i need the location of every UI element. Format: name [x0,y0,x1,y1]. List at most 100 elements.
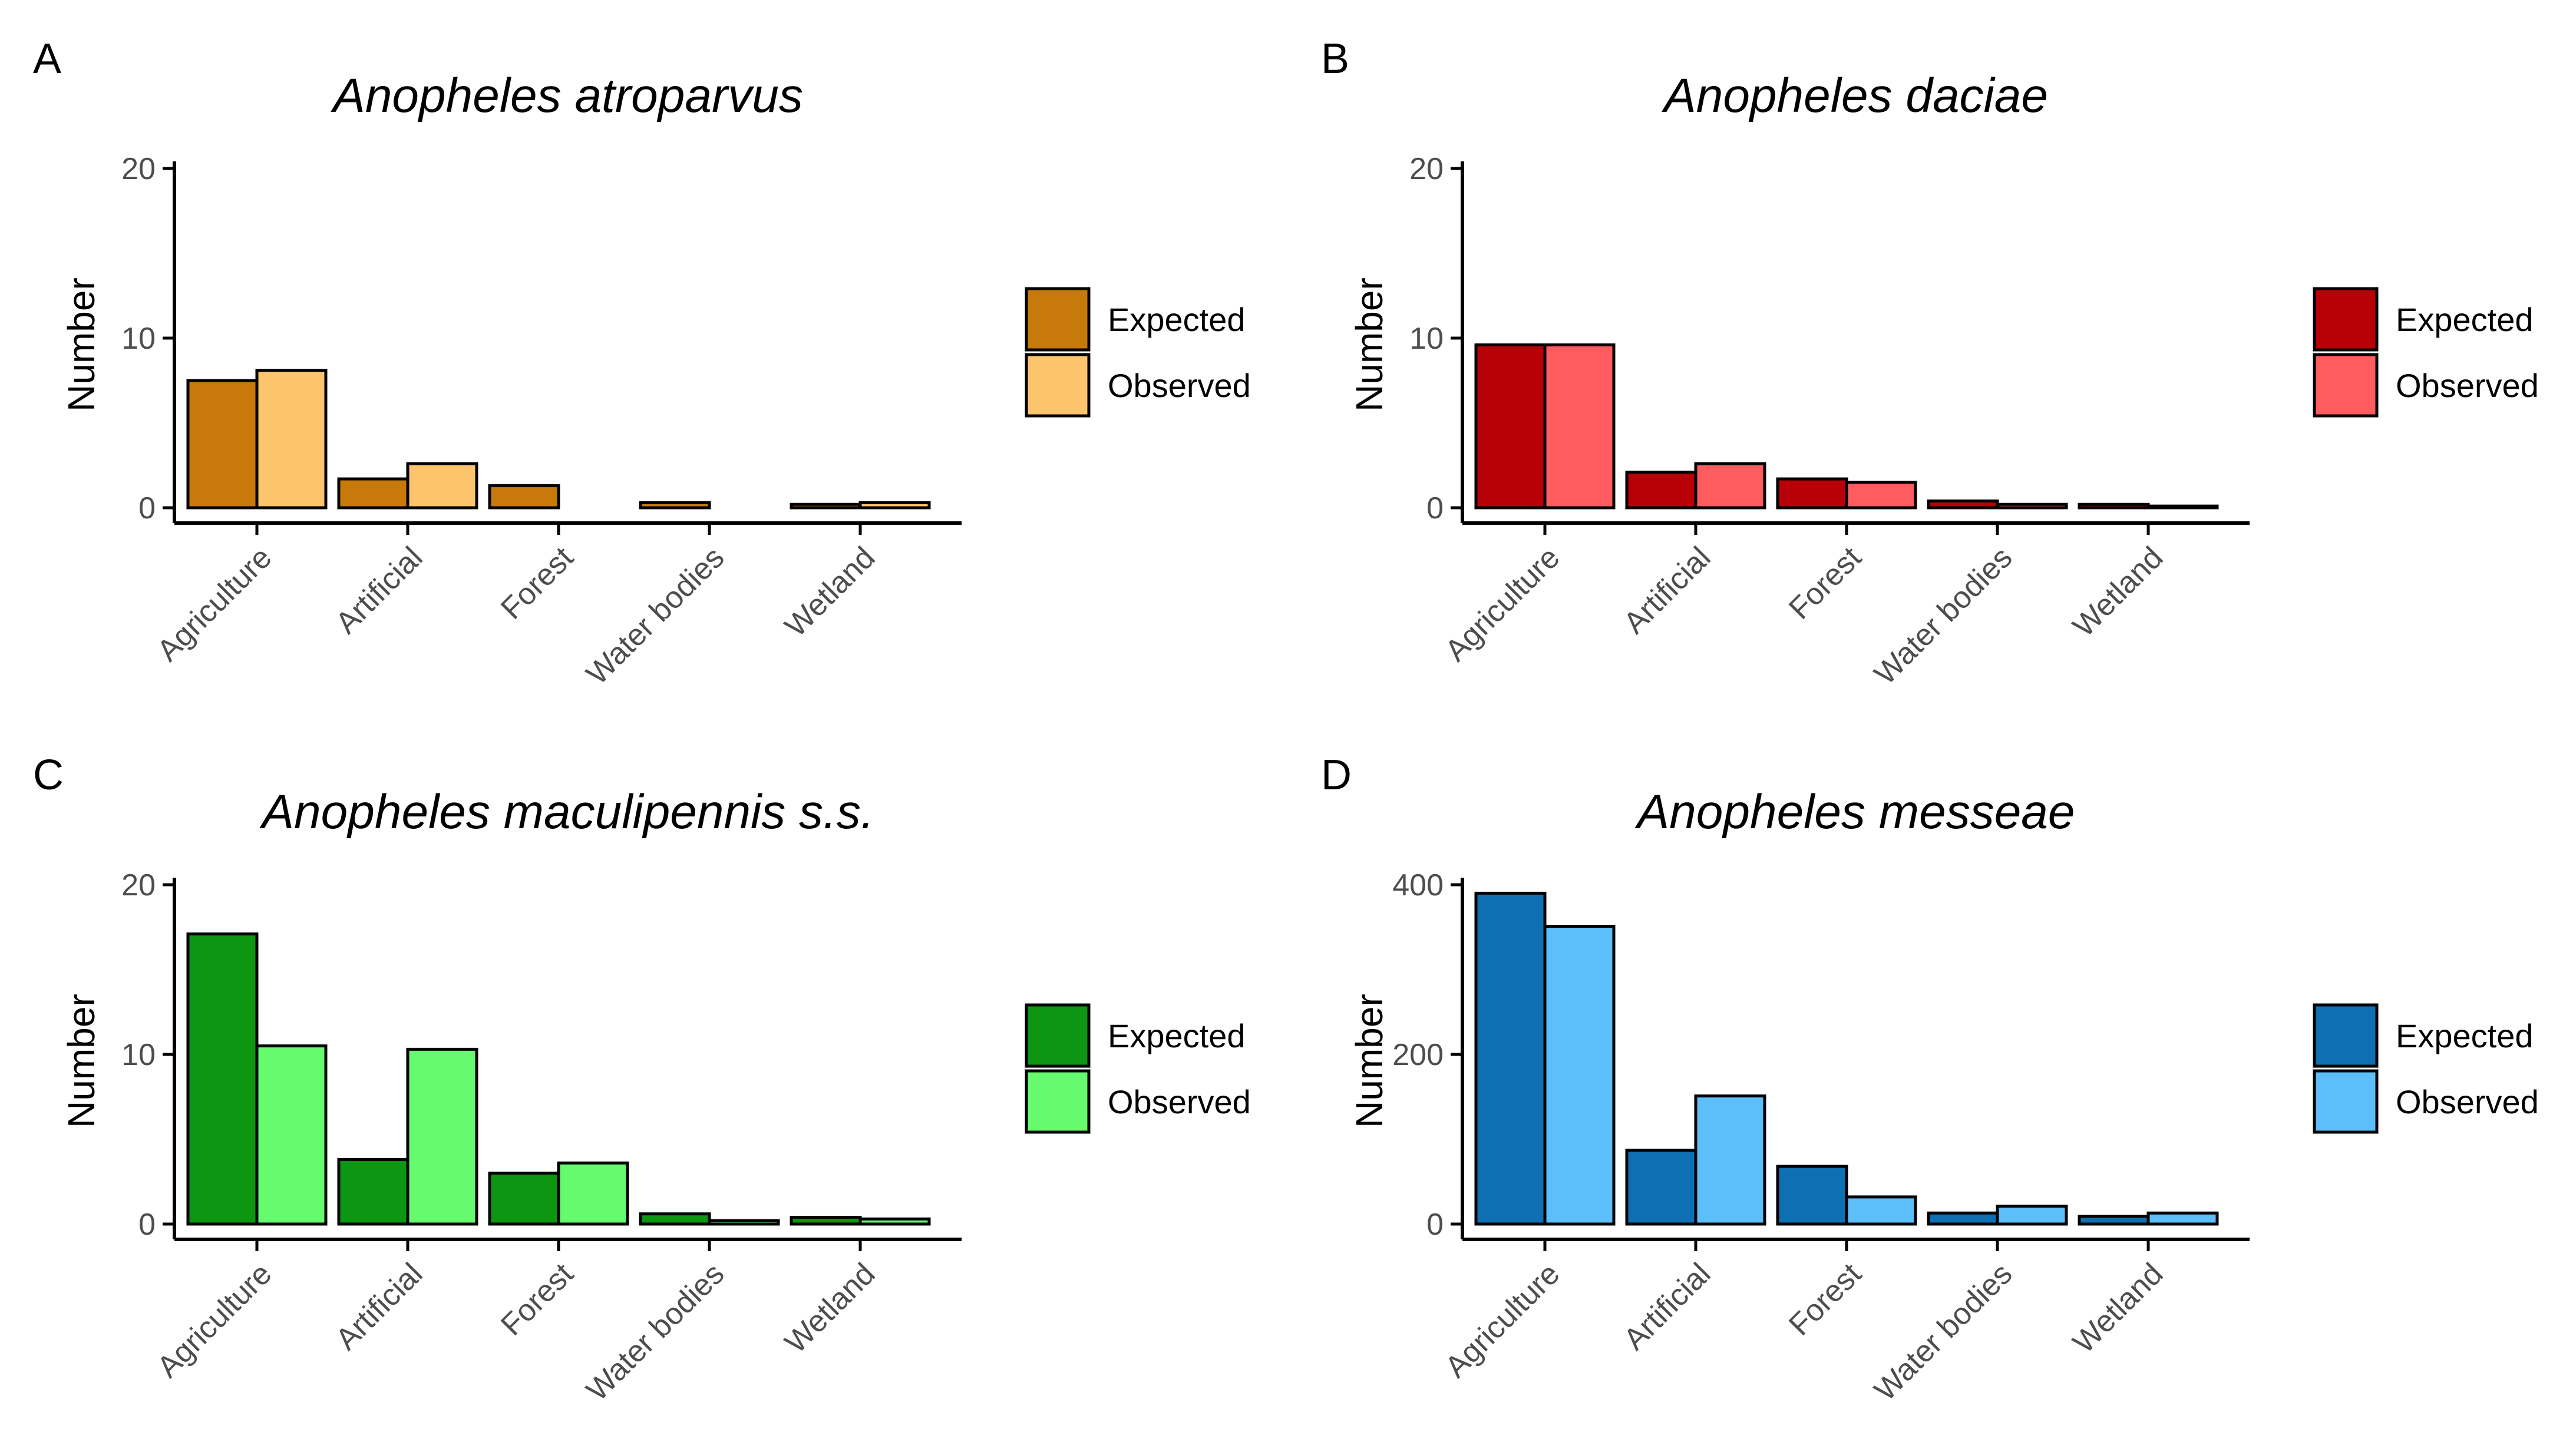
bar-expected-artificial [1625,471,1697,510]
x-tick-label: Forest [1782,540,1868,626]
bar-observed-wetland [858,501,931,510]
x-tick-label: Artificial [1617,1256,1718,1357]
bar-observed-agriculture [1543,343,1616,510]
panel-tag: B [1321,35,1349,82]
bar-expected-agriculture [1474,891,1547,1226]
bar-expected-agriculture [1474,343,1547,510]
chart-title: Anopheles atroparvus [330,69,803,123]
legend-label-expected: Expected [1108,1017,1246,1054]
bar-observed-artificial [406,462,478,510]
x-tick-label: Wetland [778,1256,881,1360]
bar-observed-agriculture [255,369,328,510]
legend-label-expected: Expected [1108,301,1246,338]
y-tick-label: 10 [121,322,156,356]
bar-observed-agriculture [255,1044,328,1226]
bar-expected-agriculture [186,379,259,510]
y-tick-label: 20 [121,152,156,186]
bar-expected-water-bodies [639,501,711,510]
x-tick-label: Water bodies [580,1256,731,1407]
chart-title: Anopheles maculipennis s.s. [259,785,874,839]
x-tick-label: Wetland [2066,1256,2169,1360]
legend-swatch-expected [2313,287,2379,352]
y-tick-label: 20 [1409,152,1444,186]
legend-label-observed: Observed [2396,1083,2539,1120]
bar-expected-artificial [337,1158,409,1226]
legend-swatch-expected [1025,287,1091,352]
x-tick-label: Water bodies [580,540,731,691]
legend-swatch-observed [1025,1069,1091,1134]
panel-c: C Anopheles maculipennis s.s. Number 0 10 20 A… [33,752,1251,1408]
x-tick-label: Agriculture [151,1256,279,1384]
bar-expected-wetland [790,1215,862,1226]
legend-label-expected: Expected [2396,301,2534,338]
x-tick-label: Wetland [2066,540,2169,643]
chart-title: Anopheles messeae [1634,785,2075,839]
bar-expected-artificial [1625,1149,1697,1226]
y-tick-label: 0 [1426,1208,1444,1242]
panel-tag: D [1321,752,1352,799]
bar-observed-forest [1845,481,1917,510]
legend-swatch-observed [2313,1069,2379,1134]
y-tick-label: 20 [121,868,156,902]
x-tick-label: Agriculture [1439,1256,1567,1384]
bar-observed-wetland [2146,1211,2219,1226]
y-axis-label: Number [1348,994,1391,1128]
panel-a: A Anopheles atroparvus Number 0 10 20 Agricult… [33,35,1251,692]
panel-d: D Anopheles messeae Number 0 200 400 Agricultu… [1321,752,2539,1408]
x-tick-label: Wetland [778,540,881,643]
x-tick-label: Forest [494,540,580,626]
x-tick-label: Forest [494,1256,580,1342]
bar-expected-agriculture [186,932,259,1226]
bar-observed-water-bodies [1996,502,2068,510]
bar-expected-water-bodies [639,1212,711,1226]
bar-observed-wetland [2146,504,2219,510]
bar-observed-artificial [406,1047,478,1226]
y-tick-label: 0 [138,491,156,525]
y-tick-label: 0 [138,1208,156,1242]
x-tick-label: Water bodies [1868,540,2019,691]
bar-expected-water-bodies [1927,1211,1999,1226]
bar-expected-artificial [337,477,409,510]
bar-observed-water-bodies [1996,1205,2068,1226]
x-tick-label: Water bodies [1868,1256,2019,1407]
bar-expected-wetland [2078,1215,2150,1226]
y-tick-label: 200 [1392,1038,1444,1072]
legend-label-observed: Observed [1108,367,1251,404]
bar-observed-wetland [858,1217,931,1226]
bar-observed-artificial [1694,462,1766,510]
bar-expected-forest [488,1172,560,1226]
y-tick-label: 400 [1392,868,1444,902]
panel-tag: C [33,752,64,799]
bar-expected-water-bodies [1927,499,1999,510]
legend-swatch-observed [2313,353,2379,418]
legend-label-expected: Expected [2396,1017,2534,1054]
x-tick-label: Artificial [329,540,430,640]
bar-observed-water-bodies [708,1219,780,1226]
bar-observed-forest [557,1161,629,1226]
bar-observed-forest [1845,1195,1917,1226]
y-tick-label: 10 [121,1038,156,1072]
legend-label-observed: Observed [2396,367,2539,404]
y-axis-label: Number [60,994,103,1128]
legend-label-observed: Observed [1108,1083,1251,1120]
bar-expected-forest [1776,477,1848,510]
y-axis-label: Number [1348,277,1391,412]
bar-observed-artificial [1694,1094,1766,1226]
x-tick-label: Artificial [329,1256,430,1357]
x-tick-label: Agriculture [1439,540,1567,668]
legend-swatch-observed [1025,353,1091,418]
x-tick-label: Forest [1782,1256,1868,1342]
legend-swatch-expected [1025,1003,1091,1068]
bar-expected-forest [488,484,560,510]
panel-b: B Anopheles daciae Number 0 10 20 Agriculture A… [1321,35,2539,692]
bar-expected-wetland [2078,502,2150,510]
bar-expected-forest [1776,1165,1848,1226]
x-tick-label: Artificial [1617,540,1718,640]
bar-observed-agriculture [1543,925,1616,1226]
panel-tag: A [33,35,61,82]
legend-swatch-expected [2313,1003,2379,1068]
y-tick-label: 10 [1409,322,1444,356]
y-tick-label: 0 [1426,491,1444,525]
x-tick-label: Agriculture [151,540,279,668]
